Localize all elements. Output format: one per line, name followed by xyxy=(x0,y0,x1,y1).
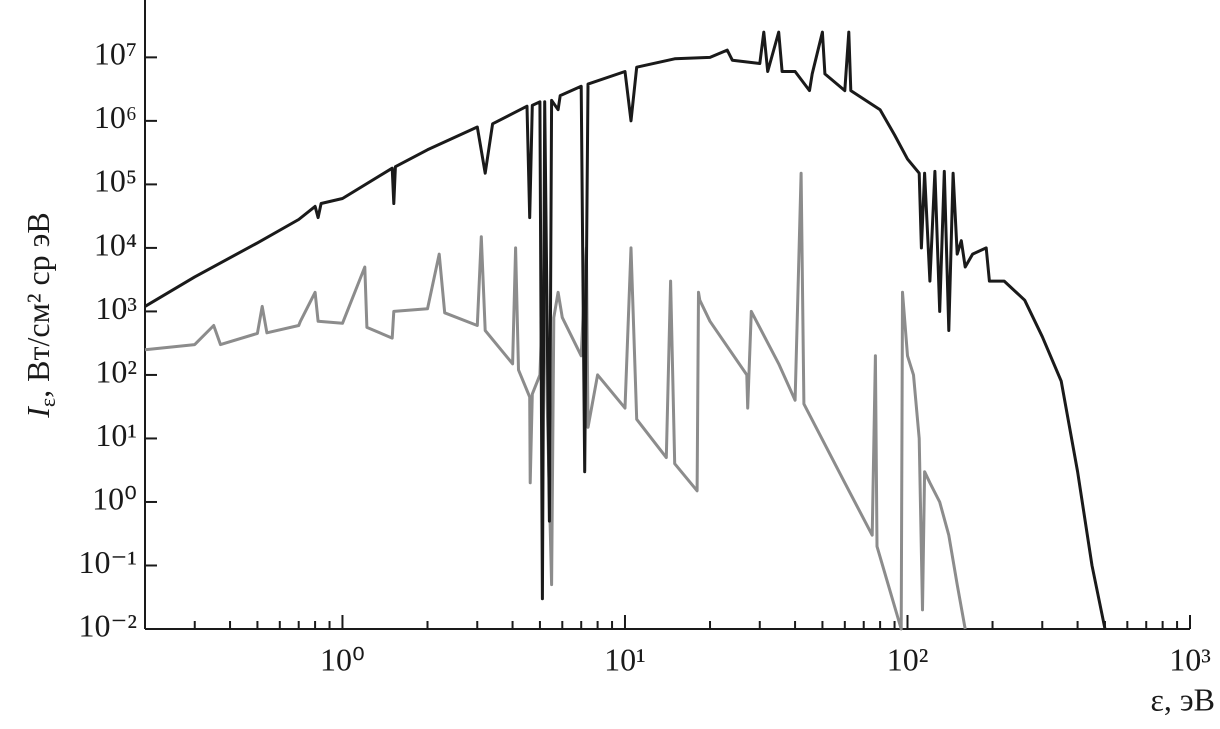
y-tick-label: 10⁰ xyxy=(92,480,137,516)
y-tick-label: 10⁶ xyxy=(94,99,137,135)
spectrum-line xyxy=(144,30,1107,630)
y-tick-label: 10⁴ xyxy=(94,226,137,262)
y-label-text: , Вт/см² ср эВ xyxy=(20,212,56,398)
y-tick-label: 10⁻¹ xyxy=(79,544,137,580)
x-tick-label: 10² xyxy=(887,641,929,677)
y-tick-label: 10³ xyxy=(95,290,137,326)
y-tick-label: 10⁻² xyxy=(79,607,137,643)
y-tick-label: 10² xyxy=(95,353,137,389)
x-tick-label: 10¹ xyxy=(604,641,646,677)
spectrum-line xyxy=(144,171,967,631)
x-tick-label: 10⁰ xyxy=(320,641,365,677)
y-label-subscript: ε xyxy=(35,398,60,407)
y-label-symbol: I xyxy=(20,406,56,419)
y-tick-label: 10⁷ xyxy=(94,36,137,72)
x-axis-label: ε, эВ xyxy=(1150,681,1215,717)
y-axis-label: Iε, Вт/см² ср эВ xyxy=(20,212,60,418)
x-tick-label: 10³ xyxy=(1169,641,1211,677)
y-tick-label: 10¹ xyxy=(95,417,137,453)
y-tick-label: 10⁵ xyxy=(94,163,137,199)
